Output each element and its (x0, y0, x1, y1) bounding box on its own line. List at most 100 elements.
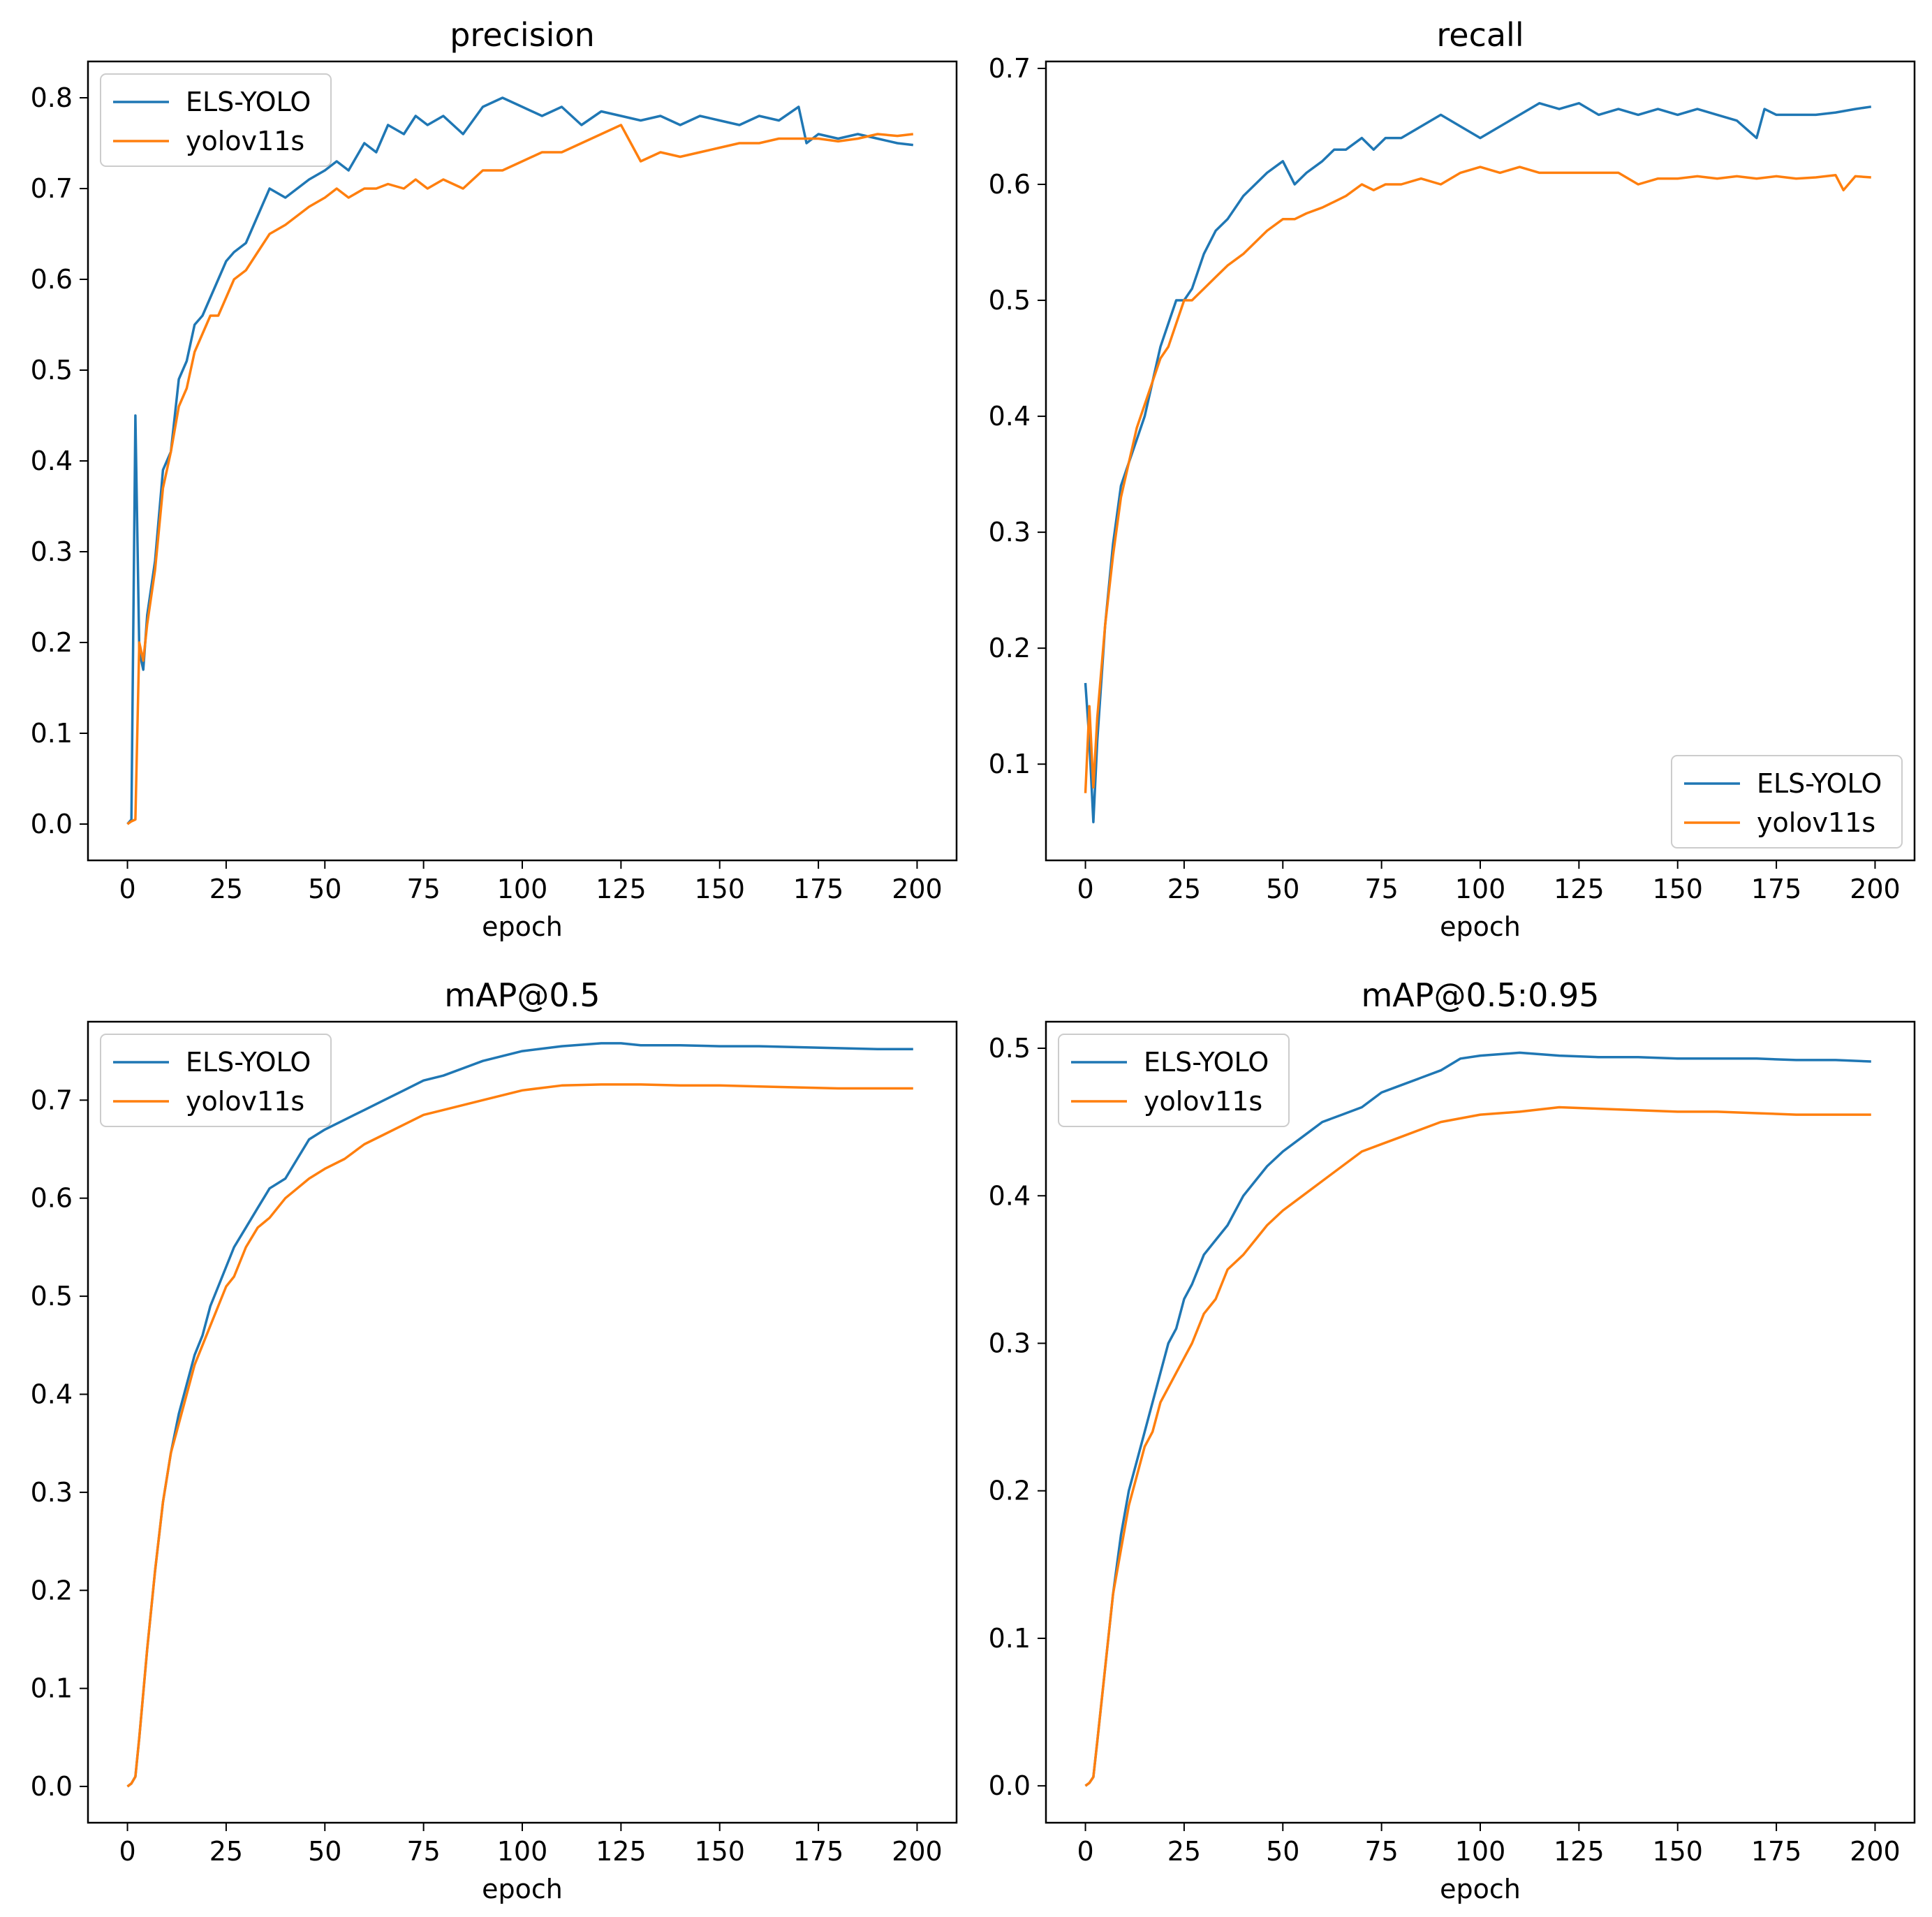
chart-title: mAP@0.5:0.95 (1361, 976, 1599, 1014)
y-tick-label: 0.6 (31, 1183, 73, 1214)
series-line-els-yolo (126, 96, 914, 825)
x-tick-label: 75 (1364, 874, 1398, 904)
series-line-yolov11s (1084, 166, 1871, 793)
chart-panel-map-0-5: mAP@0.5 0 25 50 75 100 125 150 175 200 0.0 0.1 0.2 0.… (31, 976, 958, 1904)
legend: ELS-YOLO yolov11s (1058, 1034, 1290, 1127)
y-tick-label: 0.1 (989, 1623, 1031, 1654)
y-tick-label: 0.7 (31, 1085, 73, 1115)
x-tick-label: 100 (497, 1836, 548, 1867)
series-line-els-yolo (1084, 1051, 1871, 1787)
legend: ELS-YOLO yolov11s (1671, 755, 1903, 849)
x-tick-label: 200 (892, 874, 943, 904)
x-tick-label: 100 (1455, 874, 1506, 904)
legend-box (100, 1034, 332, 1127)
x-tick-label: 75 (406, 874, 440, 904)
x-tick-label: 50 (1266, 1836, 1299, 1867)
x-axis-label: epoch (1440, 911, 1521, 942)
x-tick-label: 25 (209, 874, 243, 904)
legend-label: yolov11s (186, 126, 304, 156)
y-tick-label: 0.2 (989, 1476, 1031, 1506)
x-tick-label: 75 (1364, 1836, 1398, 1867)
x-tick-label: 0 (1077, 874, 1093, 904)
legend-box (100, 73, 332, 167)
chart-panel-recall: recall 0 25 50 75 100 125 150 175 200 0.1 0.2 0.3 0.4… (989, 16, 1916, 942)
x-tick-label: 200 (1850, 1836, 1901, 1867)
y-tick-label: 0.5 (31, 1281, 73, 1312)
chart-panel-map-0-5-0-95: mAP@0.5:0.95 0 25 50 75 100 125 150 175 200 0.0 0.1… (989, 976, 1916, 1904)
y-tick-label: 0.8 (31, 82, 73, 113)
y-tick-label: 0.0 (989, 1770, 1031, 1801)
x-tick-label: 150 (1652, 1836, 1703, 1867)
x-tick-label: 150 (694, 874, 745, 904)
x-tick-label: 125 (596, 874, 647, 904)
y-tick-label: 0.1 (31, 1673, 73, 1704)
y-tick-label: 0.1 (989, 749, 1031, 779)
x-tick-label: 50 (308, 874, 341, 904)
x-tick-label: 175 (1751, 874, 1802, 904)
x-tick-label: 100 (1455, 1836, 1506, 1867)
y-tick-label: 0.3 (989, 517, 1031, 548)
y-tick-label: 0.4 (31, 1379, 73, 1409)
x-tick-label: 150 (1652, 874, 1703, 904)
legend: ELS-YOLO yolov11s (100, 1034, 332, 1127)
y-tick-label: 0.1 (31, 718, 73, 749)
x-tick-label: 200 (892, 1836, 943, 1867)
x-tick-label: 175 (793, 874, 844, 904)
x-tick-label: 0 (119, 874, 135, 904)
series-line-els-yolo (1084, 102, 1872, 823)
x-tick-label: 125 (1554, 1836, 1605, 1867)
y-tick-label: 0.0 (31, 809, 73, 839)
plot-frame (1045, 60, 1916, 862)
x-tick-label: 125 (1554, 874, 1605, 904)
x-tick-label: 0 (119, 1836, 135, 1867)
y-tick-label: 0.3 (31, 536, 73, 567)
y-tick-label: 0.4 (989, 401, 1031, 432)
legend-label: ELS-YOLO (1757, 768, 1882, 799)
x-tick-label: 50 (308, 1836, 341, 1867)
legend-box (1671, 755, 1903, 849)
x-tick-label: 25 (1167, 874, 1201, 904)
legend-label: yolov11s (1757, 807, 1875, 838)
legend-box (1058, 1034, 1290, 1127)
legend: ELS-YOLO yolov11s (100, 73, 332, 167)
y-tick-label: 0.5 (989, 1033, 1031, 1064)
x-axis-label: epoch (1440, 1874, 1521, 1904)
series-line-yolov11s (1084, 1106, 1871, 1787)
y-tick-label: 0.3 (31, 1477, 73, 1508)
legend-label: ELS-YOLO (1144, 1047, 1269, 1078)
y-tick-label: 0.7 (31, 173, 73, 204)
x-tick-label: 150 (694, 1836, 745, 1867)
chart-title: mAP@0.5 (444, 976, 600, 1014)
plot-frame (87, 60, 958, 862)
y-tick-label: 0.5 (989, 285, 1031, 316)
chart-panel-precision: precision 0 25 50 75 100 125 150 175 200 0.0 0.1 0.2… (31, 16, 958, 942)
x-tick-label: 125 (596, 1836, 647, 1867)
series-line-yolov11s (126, 124, 914, 825)
x-tick-label: 25 (1167, 1836, 1201, 1867)
legend-label: ELS-YOLO (186, 1047, 311, 1078)
x-tick-label: 200 (1850, 874, 1901, 904)
x-tick-label: 75 (406, 1836, 440, 1867)
x-tick-label: 0 (1077, 1836, 1093, 1867)
legend-label: yolov11s (1144, 1086, 1262, 1117)
y-tick-label: 0.7 (989, 53, 1031, 84)
plot-frame (1045, 1020, 1916, 1824)
y-tick-label: 0.5 (31, 355, 73, 385)
y-tick-label: 0.0 (31, 1771, 73, 1802)
x-tick-label: 25 (209, 1836, 243, 1867)
plot-frame (87, 1020, 958, 1824)
legend-label: yolov11s (186, 1086, 304, 1117)
chart-title: precision (450, 16, 595, 54)
legend-label: ELS-YOLO (186, 87, 311, 117)
x-axis-label: epoch (482, 1874, 563, 1904)
x-tick-label: 175 (793, 1836, 844, 1867)
y-tick-label: 0.6 (31, 264, 73, 295)
series-line-yolov11s (126, 1083, 913, 1788)
x-tick-label: 50 (1266, 874, 1299, 904)
chart-title: recall (1436, 16, 1524, 54)
x-axis-label: epoch (482, 911, 563, 942)
y-tick-label: 0.4 (989, 1180, 1031, 1211)
y-tick-label: 0.2 (989, 633, 1031, 663)
